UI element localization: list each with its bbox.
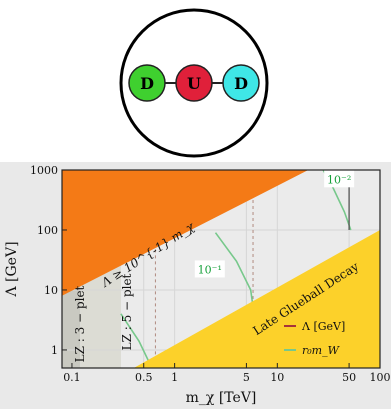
annotation-box-1 [324,170,355,188]
r0mw-curve-1 [120,313,153,369]
diagram-node-2: U [175,64,213,102]
x-tick-label: 0.1 [63,371,81,384]
x-tick-label: 10 [270,371,284,384]
chart-panel: Λ ≥ 10^{-1} m_χ Late Glueball Decay LZ : 3… [0,162,391,409]
x-tick-label: 100 [370,371,391,384]
unit-diagram: D U D [119,3,269,161]
x-tick-label: 1 [171,371,178,384]
y-tick-label: 1 [51,344,58,357]
y-tick-label: 1000 [30,164,58,177]
node-label-3: D [234,74,248,93]
y-axis-label: Λ [GeV] [4,241,20,297]
annotation-label-1: 10⁻² [327,173,351,186]
y-tick-label: 10 [44,284,58,297]
y-tick-label: 100 [37,224,58,237]
legend-label-lambda: Λ [GeV] [301,320,345,333]
legend-label-r0mw: r₀m_W [302,344,341,357]
node-label-2: U [187,74,201,93]
x-tick-label: 50 [342,371,356,384]
x-axis-label: m_χ [TeV] [186,390,257,406]
diagram-node-3: D [222,64,260,102]
lz3-label: LZ : 3 − plet [73,285,87,362]
lz5-label: LZ : 5 − plet [120,273,134,350]
excluded-region [62,170,309,296]
x-tick-label: 0.5 [135,371,153,384]
glueball-region [133,229,380,368]
lz3-label-text: LZ : 3 − plet [73,285,87,362]
lz5-label-text: LZ : 5 − plet [120,273,134,350]
node-label-1: D [140,74,154,93]
diagram-node-1: D [128,64,166,102]
annotation-label-2: 10⁻¹ [198,263,222,276]
plot-frame [61,169,381,369]
x-tick-label: 5 [243,371,250,384]
diagram-svg: D U D [119,8,269,158]
y-axis-label-text: Λ [GeV] [4,241,20,297]
annotation-box-2 [194,260,225,278]
